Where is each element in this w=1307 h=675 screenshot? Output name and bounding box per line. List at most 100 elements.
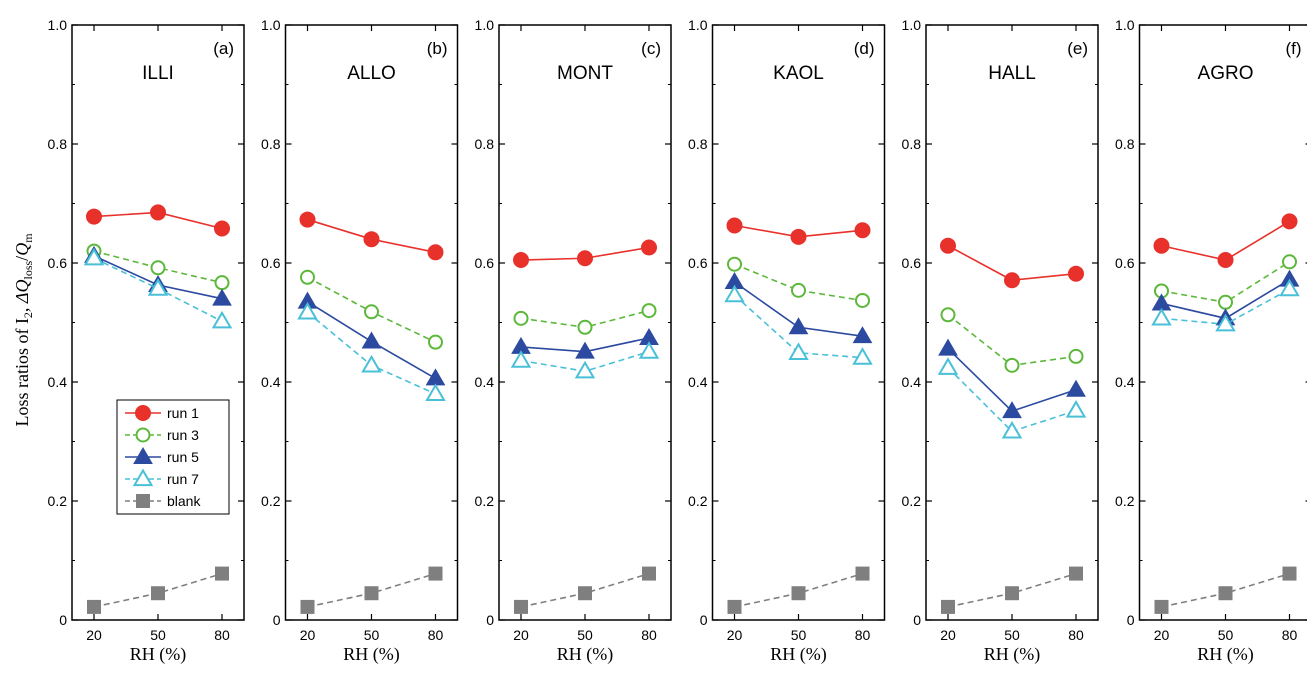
data-point bbox=[1218, 586, 1233, 601]
y-tick-label: 0.4 bbox=[902, 374, 922, 390]
panel-name: MONT bbox=[557, 63, 613, 84]
series-run-5 bbox=[84, 245, 232, 306]
x-tick-label: 80 bbox=[1282, 627, 1298, 643]
data-point bbox=[1004, 272, 1020, 289]
x-tick-label: 80 bbox=[1068, 627, 1084, 643]
series-run-1 bbox=[940, 237, 1084, 289]
data-point bbox=[214, 220, 230, 237]
data-point bbox=[150, 204, 166, 221]
x-tick-label: 80 bbox=[855, 627, 871, 643]
data-point bbox=[1068, 348, 1084, 364]
x-axis-title: RH (%) bbox=[557, 644, 614, 665]
data-point bbox=[1066, 379, 1086, 397]
legend-marker bbox=[133, 447, 153, 464]
plot-frame bbox=[711, 24, 886, 621]
plot-frame bbox=[284, 24, 459, 621]
y-tick-label: 0.4 bbox=[475, 374, 495, 390]
data-point bbox=[297, 301, 318, 320]
x-tick-label: 80 bbox=[641, 627, 657, 643]
data-point bbox=[641, 303, 657, 319]
series-run-1 bbox=[513, 239, 657, 269]
x-tick-label: 20 bbox=[1154, 627, 1170, 643]
panel-hall: 0 0.2 0.4 0.6 0.8 1.0 20 50 80 RH (%) (e) HALL bbox=[902, 17, 1099, 665]
series-blank bbox=[87, 566, 229, 614]
series-blank bbox=[727, 566, 870, 614]
y-tick-label: 0.6 bbox=[688, 255, 708, 271]
data-point bbox=[300, 599, 315, 614]
data-point bbox=[510, 350, 532, 368]
data-point bbox=[212, 288, 232, 306]
legend-label: blank bbox=[167, 493, 201, 509]
series-blank bbox=[300, 566, 443, 614]
y-tick-label: 0.8 bbox=[902, 136, 922, 152]
plot-frame bbox=[71, 24, 245, 621]
data-point bbox=[428, 334, 443, 350]
legend-item-blank: blank bbox=[125, 493, 201, 509]
x-tick-label: 20 bbox=[513, 627, 529, 643]
data-point bbox=[1281, 213, 1298, 230]
panel-name: ALLO bbox=[347, 63, 396, 84]
series-run-5 bbox=[938, 338, 1086, 419]
data-point bbox=[1215, 313, 1236, 332]
series-run-7 bbox=[1151, 278, 1300, 332]
data-point bbox=[724, 284, 745, 303]
series-run-7 bbox=[937, 357, 1087, 439]
legend-label: run 3 bbox=[167, 427, 199, 443]
y-tick-label: 0 bbox=[700, 612, 708, 628]
data-point bbox=[1218, 294, 1233, 310]
data-point bbox=[1001, 420, 1023, 439]
data-point bbox=[147, 278, 169, 296]
series-run-7 bbox=[510, 341, 660, 379]
data-point bbox=[937, 357, 959, 375]
data-point bbox=[1154, 599, 1169, 614]
y-axis-title-dq: ΔQ bbox=[12, 279, 32, 304]
data-point bbox=[578, 586, 592, 601]
y-tick-label: 0.8 bbox=[261, 136, 281, 152]
data-point bbox=[791, 282, 806, 298]
legend-label: run 1 bbox=[167, 405, 199, 421]
data-point bbox=[940, 307, 956, 323]
y-tick-label: 0.2 bbox=[688, 493, 708, 509]
data-point bbox=[425, 368, 446, 386]
data-point bbox=[727, 256, 742, 272]
panel-name: HALL bbox=[988, 63, 1036, 84]
x-tick-label: 50 bbox=[150, 627, 166, 643]
x-tick-label: 50 bbox=[1004, 627, 1020, 643]
data-point bbox=[638, 341, 660, 359]
data-point bbox=[1065, 400, 1087, 418]
data-point bbox=[364, 304, 379, 320]
data-point bbox=[790, 228, 807, 245]
data-point bbox=[788, 317, 809, 335]
legend-label: run 7 bbox=[167, 471, 199, 487]
data-point bbox=[642, 566, 656, 581]
y-tick-label: 0.8 bbox=[475, 136, 495, 152]
y-tick-label: 0 bbox=[913, 612, 921, 628]
series-blank bbox=[941, 566, 1083, 614]
data-point bbox=[791, 586, 806, 601]
y-axis-title-q: Q bbox=[12, 243, 32, 256]
y-axis-title-comma: , bbox=[12, 303, 32, 312]
y-tick-label: 0.2 bbox=[261, 493, 281, 509]
panel-letter: (b) bbox=[427, 39, 448, 58]
series-blank bbox=[1154, 566, 1297, 614]
data-point bbox=[788, 342, 809, 360]
y-axis-title-sub-loss: loss bbox=[21, 260, 35, 279]
series-line bbox=[93, 250, 223, 284]
data-point bbox=[151, 586, 165, 601]
panel-letter: (c) bbox=[641, 39, 661, 58]
y-tick-label: 0.2 bbox=[475, 493, 495, 509]
panel-letter: (d) bbox=[854, 39, 875, 58]
panel-allo: 0 0.2 0.4 0.6 0.8 1.0 20 50 80 RH (%) (b) ALLO bbox=[261, 17, 459, 665]
data-point bbox=[364, 586, 379, 601]
data-point bbox=[941, 599, 955, 614]
data-point bbox=[641, 239, 657, 256]
legend-marker bbox=[135, 405, 151, 421]
data-point bbox=[855, 566, 870, 581]
data-point bbox=[514, 599, 528, 614]
y-tick-label: 0.8 bbox=[688, 136, 708, 152]
plot-frame bbox=[1138, 24, 1307, 621]
legend-item-run-1: run 1 bbox=[125, 405, 199, 421]
legend: run 1 run 3 run 5 run 7 blank bbox=[116, 399, 230, 515]
legend-marker bbox=[135, 427, 151, 443]
